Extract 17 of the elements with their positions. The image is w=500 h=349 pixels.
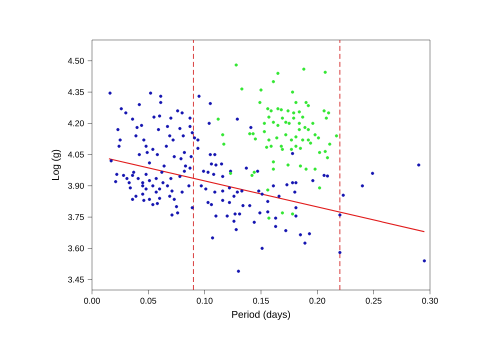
y-tick-label: 4.05 — [68, 152, 84, 158]
x-tick-label: 0.25 — [366, 298, 382, 304]
x-tick-label: 0.20 — [309, 298, 326, 304]
y-tick-label: 4.35 — [68, 89, 84, 96]
x-tick-label: 0.00 — [84, 298, 100, 304]
y-tick-label: 4.50 — [68, 58, 84, 64]
y-tick-label: 3.90 — [68, 182, 84, 189]
y-tick-label: 3.75 — [68, 214, 84, 220]
y-tick-label: 3.45 — [68, 276, 84, 283]
x-tick-label: 0.15 — [253, 298, 269, 304]
x-tick-label: 0.30 — [422, 298, 438, 304]
y-tick-label: 3.60 — [68, 245, 84, 252]
x-tick-label: 0.10 — [196, 298, 213, 304]
y-axis-title: Log (g) — [52, 150, 61, 180]
x-tick-label: 0.05 — [140, 298, 156, 304]
x-axis-title: Period (days) — [232, 310, 290, 320]
y-tick-label: 4.20 — [68, 120, 84, 126]
